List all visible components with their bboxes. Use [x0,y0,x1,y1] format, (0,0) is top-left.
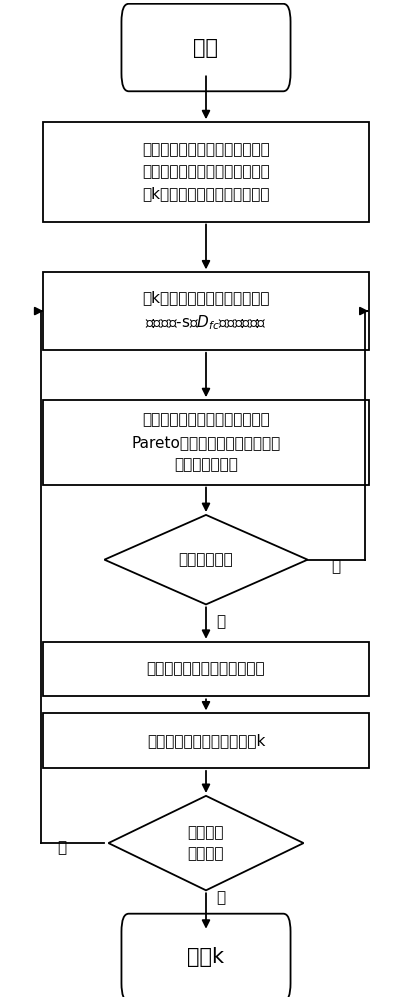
Text: 否: 否 [57,840,66,855]
FancyBboxPatch shape [122,914,290,1000]
Text: 输出k: 输出k [187,947,225,967]
Text: 否: 否 [332,560,341,575]
Text: 新适应度取代被支配的适应度: 新适应度取代被支配的适应度 [147,662,265,677]
Bar [43,642,369,696]
Bar [43,713,369,768]
Bar [43,122,369,222]
Polygon shape [108,796,304,890]
Text: 将k代入整车价真模型，计算适
应度值：-s、$D_{fc}$，并保存记录: 将k代入整车价真模型，计算适 应度值：-s、$D_{fc}$，并保存记录 [142,290,270,332]
Text: 是否支配情况: 是否支配情况 [179,552,233,567]
FancyBboxPatch shape [122,4,290,91]
Text: 根据人工蜂群算法逻辑更新k: 根据人工蜂群算法逻辑更新k [147,733,265,748]
Text: 是否满足
终止条件: 是否满足 终止条件 [188,825,224,861]
Bar [43,272,369,350]
Polygon shape [104,515,308,604]
Text: 是: 是 [216,890,225,905]
Text: 建立整车价真模型，选择价真工
况，初始化算法参数如：优化对
象k，迭代次数，种群数量等。: 建立整车价真模型，选择价真工 况，初始化算法参数如：优化对 象k，迭代次数，种群… [142,142,270,202]
Text: 与历史适应度记录相对比，根据
Pareto解集原理判断适应度是否
存在支配情况。: 与历史适应度记录相对比，根据 Pareto解集原理判断适应度是否 存在支配情况。 [131,413,281,472]
Bar [43,400,369,485]
Text: 是: 是 [216,614,225,629]
Text: 开始: 开始 [194,38,218,58]
